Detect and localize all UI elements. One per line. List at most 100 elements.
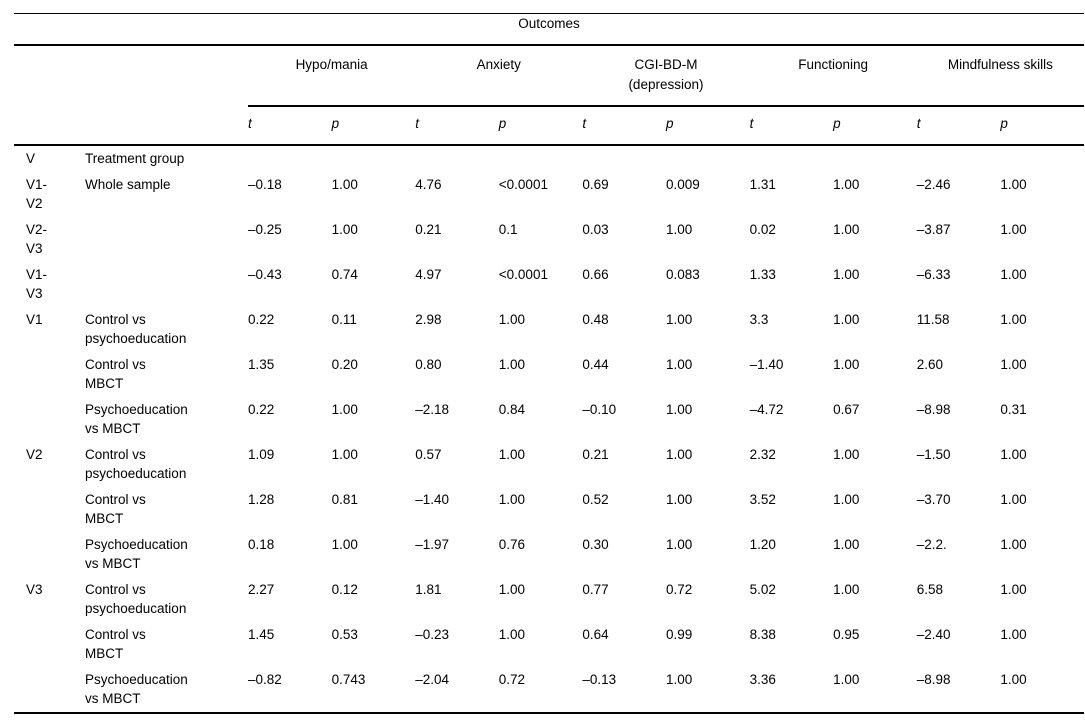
stat-value: 2.32 [749,446,776,462]
stat-value: 0.53 [331,626,358,642]
stat-value: 1.00 [833,221,860,237]
visit-label: V [26,151,36,166]
stat-col-header: p [833,106,917,146]
stat-value: 1.00 [331,176,358,192]
stat-value: 0.66 [582,266,609,282]
stat-value: 6.58 [916,581,944,597]
stat-value: –0.13 [582,666,666,714]
stat-value: –1.40 [749,356,784,372]
comparison-label [85,262,248,307]
table-row: V1- V2 Whole sample –0.18 1.00 4.76 <0.0001 0.… [14,172,1084,217]
stat-value: 1.00 [665,666,750,714]
stat-col-header: p [331,106,416,146]
stat-value: 0.67 [833,401,860,417]
visit-label: V2- V3 [26,221,48,257]
stat-value [499,145,583,172]
stat-value: 1.81 [415,581,442,597]
stat-value: 0.30 [582,536,609,552]
stat-value: 0.20 [331,356,358,372]
column-group-label: Hypo/mania [248,45,416,107]
stat-value: –4.72 [749,401,784,417]
stat-value: 1.00 [833,176,860,192]
stat-col-header: p [665,106,750,146]
stat-value: 1.00 [498,491,526,507]
stat-value: –1.40 [415,491,449,507]
stat-value: 5.02 [749,581,776,597]
stat-col-header: t [916,106,1001,146]
stat-col-header: t [749,106,834,146]
stat-value: 0.743 [331,666,416,714]
stat-value: –2.46 [916,176,951,192]
stat-value: 0.03 [582,221,609,237]
stat-value: 1.00 [498,446,526,462]
stat-value: 1.45 [248,626,275,642]
stat-value: 1.00 [833,666,917,714]
stat-col-header: p [498,106,583,146]
stat-value: 1.00 [1000,581,1027,597]
stat-value: 0.1 [498,221,518,237]
comparison-label [85,217,248,262]
stat-value: 0.44 [582,356,609,372]
stat-value: 0.12 [331,581,358,597]
stat-value: 1.20 [749,536,776,552]
table-row: V3 Control vs psychoeducation 2.27 0.12 1.81… [14,577,1084,622]
stat-value [248,145,332,172]
stat-value: 1.00 [1000,626,1027,642]
stat-value: 0.22 [248,311,275,327]
stat-value: 1.00 [498,311,526,327]
stat-value: 4.76 [415,176,442,192]
stat-value: –0.43 [248,266,282,282]
stat-value: –0.25 [248,221,282,237]
stat-value: –8.98 [916,401,951,417]
visit-label [14,666,85,714]
stat-value: 1.00 [665,491,693,507]
stat-value: 0.18 [248,536,275,552]
outcomes-header: Outcomes [14,13,1084,46]
stat-value: 1.00 [833,581,860,597]
stat-value: 0.57 [415,446,442,462]
visit-label [14,352,85,397]
stat-value: 0.21 [582,446,609,462]
stat-col-header: p [1000,106,1084,146]
stat-value: 1.00 [331,401,358,417]
stat-value: 0.22 [248,401,275,417]
stat-value [666,145,750,172]
table-body: V Treatment group V1- V2 Whole sample –0.18 1… [14,145,1084,714]
stat-value: 1.00 [833,536,860,552]
stat-value: –2.40 [916,626,951,642]
stat-value: 1.28 [248,491,275,507]
stat-value: 1.00 [498,581,526,597]
stat-value [332,145,416,172]
stat-value: 1.00 [833,356,860,372]
comparison-label: Control vs psychoeducation [85,446,187,482]
table-row: V1 Control vs psychoeducation 0.22 0.11 2.98… [14,307,1084,352]
stat-value: 1.00 [498,626,526,642]
stat-value: 0.84 [498,401,526,417]
stat-value: 8.38 [749,626,776,642]
stat-value: 1.00 [665,446,693,462]
stat-value: 1.00 [1000,221,1027,237]
comparison-label: Control vs MBCT [85,491,146,527]
visit-label: V1- V2 [26,176,48,212]
stat-value: 0.009 [665,176,700,192]
stat-value: <0.0001 [498,266,548,282]
stat-value: 0.02 [749,221,776,237]
stat-value: 1.00 [1000,356,1027,372]
outcome-group-row: Hypo/mania Anxiety CGI-BD-M (depression) Fu… [14,45,1084,107]
comparison-label: Control vs psychoeducation [85,311,187,347]
stat-value: 0.77 [582,581,609,597]
stat-value [415,145,499,172]
stat-value: –3.70 [916,491,951,507]
stat-value: –2.18 [415,401,449,417]
stat-value [582,145,666,172]
outcomes-title-row: Outcomes [14,13,1084,46]
stat-value: 0.72 [498,666,583,714]
visit-label [14,487,85,532]
stat-value: 3.52 [749,491,776,507]
stat-value: –2.04 [415,666,499,714]
table-header: Outcomes Hypo/mania Anxiety CGI-BD-M (depr… [14,13,1084,146]
table-row: Control vs MBCT 1.35 0.20 0.80 1.00 0.44 1.00 –… [14,352,1084,397]
comparison-label: Control vs psychoeducation [85,581,187,617]
visit-label: V1- V3 [26,266,48,302]
